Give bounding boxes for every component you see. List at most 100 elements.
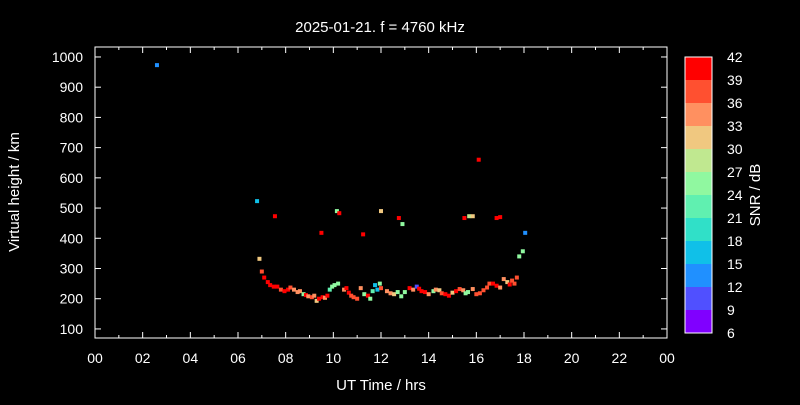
data-point [450,290,455,295]
colorbar-tick-label: 42 [727,49,743,65]
data-point [467,214,472,219]
data-point [433,287,438,292]
data-point [322,295,327,300]
y-axis: 100 200 300 400 500 600 700 800 900 1000 [52,49,667,337]
colorbar-tick-label: 36 [727,95,743,111]
x-axis-label: UT Time / hrs [336,377,426,394]
data-point [154,63,159,68]
data-point [288,285,293,290]
colorbar-tick-label: 6 [727,325,735,341]
data-point [384,289,389,294]
x-tick-label: 20 [564,350,580,366]
data-point [346,290,351,295]
colorbar-tick-label: 24 [727,187,743,203]
data-point [494,283,499,288]
colorbar-tick-label: 39 [727,72,743,88]
data-point [370,289,375,294]
data-point [402,290,407,295]
data-point [336,281,341,286]
data-point [477,291,482,296]
colorbar-tick-label: 9 [727,302,735,318]
data-point [462,216,467,221]
colorbar-swatch [685,218,712,241]
y-tick-label: 700 [60,140,84,156]
y-tick-label: 300 [60,260,84,276]
data-point [388,291,393,296]
colorbar-swatch [685,103,712,126]
data-point [457,287,462,292]
colorbar-swatch [685,57,712,80]
y-tick-label: 900 [60,79,84,95]
data-point [517,254,522,259]
x-tick-label: 16 [469,350,485,366]
data-point [282,289,287,294]
data-point [306,294,311,299]
y-tick-label: 100 [60,321,84,337]
data-point [417,286,422,291]
data-point [470,214,475,219]
data-point [271,284,276,289]
data-point [498,215,503,220]
colorbar-swatch [685,264,712,287]
colorbar-label: SNR / dB [747,164,764,227]
data-point [301,292,306,297]
x-tick-label: 14 [421,350,437,366]
x-axis: 00 02 04 06 08 10 12 14 16 18 20 22 00 [87,47,675,366]
x-tick-label: 12 [373,350,389,366]
data-point [368,296,373,301]
data-point [501,277,506,282]
data-point [314,298,319,303]
y-tick-label: 400 [60,230,84,246]
colorbar-tick-label: 27 [727,164,743,180]
colorbar-swatch [685,172,712,195]
data-point [481,288,486,293]
x-tick-label: 02 [135,350,151,366]
data-point [355,296,360,301]
data-point [344,286,349,291]
data-point [476,157,481,162]
data-point [507,282,512,287]
data-point [292,287,297,292]
data-point [320,295,325,300]
colorbar-swatch [685,126,712,149]
y-tick-label: 800 [60,109,84,125]
data-point [362,292,367,297]
data-point [463,291,468,296]
data-point [400,222,405,227]
colorbar-swatch [685,310,712,333]
data-point [485,285,490,290]
data-point [377,281,382,286]
data-point [454,289,459,294]
data-point [411,287,416,292]
data-point [319,230,324,235]
data-point [491,281,496,286]
data-point [395,290,400,295]
data-point [465,290,470,295]
data-point [423,290,428,295]
x-tick-label: 06 [230,350,246,366]
data-point [474,292,479,297]
colorbar: 42 39 36 33 30 27 24 21 18 15 12 9 6 [684,49,743,341]
data-point [399,294,404,299]
data-point [494,216,499,221]
data-point [342,287,347,292]
data-point [446,293,451,298]
data-point [275,284,280,289]
data-point [295,290,300,295]
data-point [379,209,383,214]
data-point [439,291,444,296]
data-point [303,293,308,298]
data-point [337,211,342,216]
colorbar-swatch [685,241,712,264]
colorbar-tick-label: 30 [727,141,743,157]
data-point [351,295,356,300]
data-point [437,288,442,293]
x-tick-label: 22 [612,350,628,366]
data-point [349,293,354,298]
data-point [379,286,383,291]
data-point [510,278,515,283]
x-tick-label: 00 [659,350,675,366]
data-point [470,287,475,292]
colorbar-tick-label: 18 [727,233,743,249]
